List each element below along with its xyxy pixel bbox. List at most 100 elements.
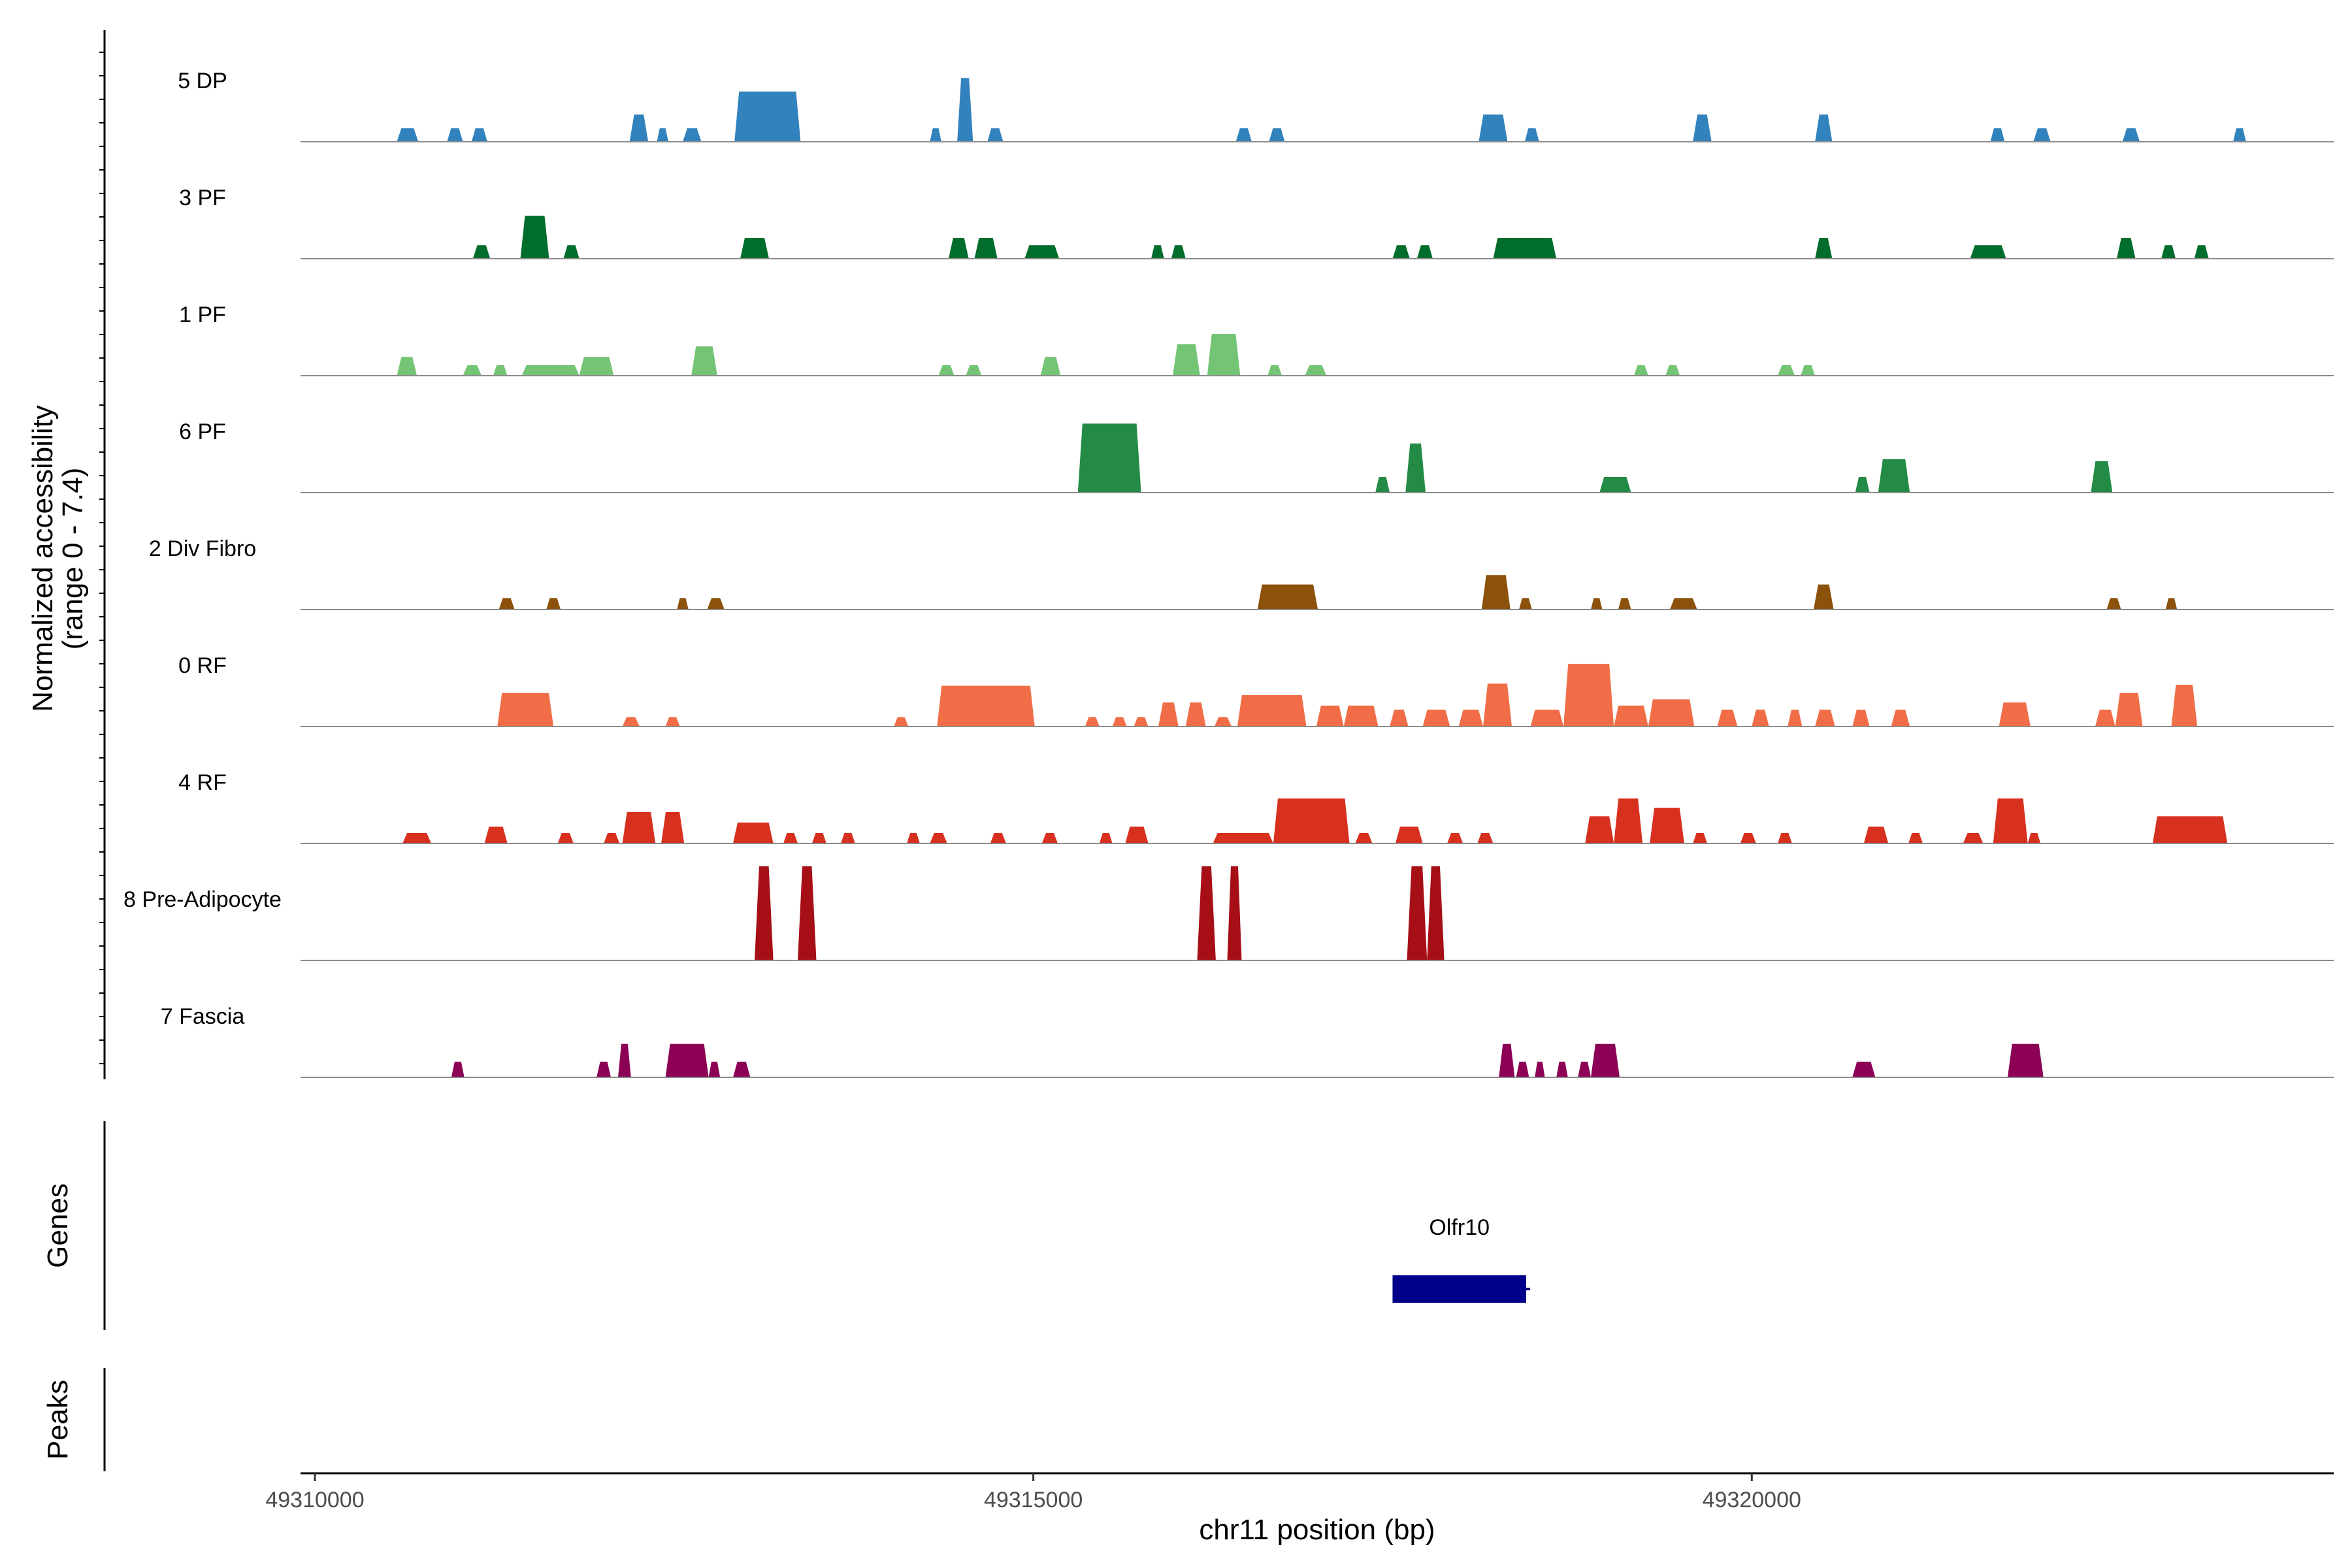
coverage-peak bbox=[657, 128, 668, 142]
coverage-peak bbox=[1852, 1062, 1876, 1077]
coverage-peak bbox=[622, 812, 656, 843]
coverage-peak bbox=[1530, 710, 1564, 727]
coverage-peak bbox=[1477, 833, 1494, 843]
coverage-peak bbox=[894, 717, 909, 727]
track-9: 7 Fascia bbox=[161, 1004, 2334, 1078]
coverage-peak bbox=[1227, 866, 1242, 960]
coverage-peak bbox=[1777, 365, 1795, 376]
coverage-peak bbox=[1077, 423, 1141, 493]
coverage-peak bbox=[708, 1062, 721, 1077]
coverage-peak bbox=[930, 833, 947, 843]
coverage-peak bbox=[1993, 798, 2028, 843]
coverage-peak bbox=[2165, 598, 2178, 610]
coverage-peak bbox=[1269, 128, 1285, 142]
coverage-peak bbox=[1591, 1043, 1620, 1077]
coverage-peak bbox=[1878, 459, 1910, 493]
track-label: 5 DP bbox=[178, 69, 227, 93]
coverage-peak bbox=[1524, 128, 1539, 142]
coverage-peak bbox=[1112, 717, 1127, 727]
coverage-peak bbox=[1416, 245, 1433, 259]
coverage-peak bbox=[1908, 833, 1923, 843]
coverage-peak bbox=[2095, 710, 2115, 727]
track-8: 8 Pre-Adipocyte bbox=[123, 866, 2334, 961]
coverage-peak bbox=[2116, 238, 2136, 259]
track-5: 2 Div Fibro bbox=[149, 536, 2334, 610]
coverage-peak bbox=[1591, 598, 1603, 610]
coverage-peak bbox=[1999, 702, 2031, 727]
coverage-peak bbox=[1563, 664, 1614, 727]
coverage-peak bbox=[498, 598, 515, 610]
coverage-peak bbox=[1305, 365, 1327, 376]
coverage-peak bbox=[1633, 365, 1648, 376]
coverage-peak bbox=[1585, 816, 1614, 843]
coverage-peak bbox=[691, 346, 717, 376]
coverage-peak bbox=[1316, 706, 1344, 727]
coverage-peak bbox=[1752, 710, 1769, 727]
coverage-peak bbox=[471, 128, 487, 142]
gene-label: Olfr10 bbox=[1429, 1215, 1490, 1240]
coverage-peak bbox=[1740, 833, 1756, 843]
coverage-peak bbox=[1777, 833, 1792, 843]
coverage-peak bbox=[1422, 710, 1450, 727]
coverage-peak bbox=[957, 78, 973, 142]
coverage-peak bbox=[521, 365, 580, 376]
coverage-peak bbox=[1481, 575, 1511, 610]
coverage-peak bbox=[2007, 1043, 2044, 1077]
coverage-peak bbox=[1273, 798, 1350, 843]
coverage-peak bbox=[1151, 245, 1164, 259]
coverage-peak bbox=[1407, 866, 1428, 960]
coverage-peak bbox=[733, 823, 774, 843]
coverage-peak bbox=[1267, 365, 1282, 376]
coverage-peak bbox=[1499, 1043, 1515, 1077]
coverage-peak bbox=[1375, 477, 1390, 493]
coverage-peak bbox=[938, 365, 955, 376]
coverage-peak bbox=[596, 1062, 611, 1077]
coverage-peak bbox=[907, 833, 920, 843]
coverage-peak bbox=[1963, 833, 1984, 843]
coverage-peak bbox=[2161, 245, 2176, 259]
coverage-peak bbox=[1405, 443, 1426, 493]
coverage-peak bbox=[1483, 683, 1512, 727]
track-label: 0 RF bbox=[178, 653, 227, 678]
coverage-peak bbox=[618, 1043, 631, 1077]
coverage-peak bbox=[677, 598, 689, 610]
coverage-peak bbox=[1041, 833, 1058, 843]
coverage-peak bbox=[1669, 598, 1697, 610]
coverage-peak bbox=[1990, 128, 2005, 142]
coverage-peak bbox=[1578, 1062, 1591, 1077]
coverage-peak bbox=[1458, 710, 1483, 727]
coverage-peak bbox=[2106, 598, 2121, 610]
coverage-peak bbox=[798, 866, 817, 960]
coverage-peak bbox=[1519, 598, 1532, 610]
coverage-peak bbox=[1024, 245, 1060, 259]
coverage-peak bbox=[1815, 114, 1833, 142]
coverage-peak bbox=[683, 128, 702, 142]
coverage-peak bbox=[397, 128, 419, 142]
coverage-peak bbox=[665, 717, 680, 727]
coverage-peak bbox=[1197, 866, 1216, 960]
gene-annotations: Olfr10 bbox=[1392, 1215, 1530, 1303]
coverage-peak bbox=[629, 114, 649, 142]
x-tick-label: 49315000 bbox=[984, 1488, 1083, 1512]
coverage-peak bbox=[622, 717, 640, 727]
track-label: 8 Pre-Adipocyte bbox=[123, 887, 282, 912]
track-2: 3 PF bbox=[179, 186, 2334, 259]
coverage-peak bbox=[1852, 710, 1870, 727]
coverage-tracks: 5 DP 3 PF 1 PF 6 PF 2 Div Fibro 0 RF 4 RF 8 Pre… bbox=[123, 69, 2334, 1078]
coverage-peak bbox=[1665, 365, 1680, 376]
track-6: 0 RF bbox=[178, 653, 2334, 727]
coverage-peak bbox=[2027, 833, 2041, 843]
track-7: 4 RF bbox=[178, 770, 2334, 844]
coverage-peak bbox=[2115, 693, 2143, 727]
track-label: 1 PF bbox=[179, 302, 226, 327]
coverage-peak bbox=[1173, 344, 1200, 376]
coverage-peak bbox=[948, 238, 969, 259]
x-tick-label: 49320000 bbox=[1703, 1488, 1801, 1512]
coverage-peak bbox=[472, 245, 491, 259]
coverage-peak bbox=[1788, 710, 1803, 727]
coverage-peak bbox=[707, 598, 725, 610]
track-label: 6 PF bbox=[179, 419, 226, 444]
coverage-peak bbox=[557, 833, 574, 843]
coverage-peak bbox=[1717, 710, 1738, 727]
